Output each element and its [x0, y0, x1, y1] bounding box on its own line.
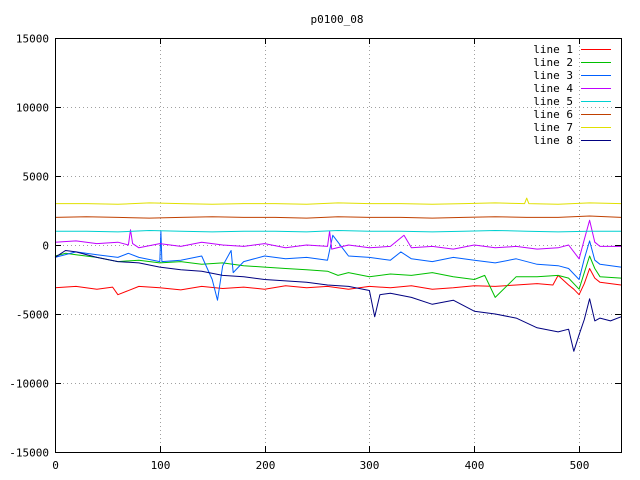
legend-label: line 7: [533, 121, 573, 134]
y-tick-label: 0: [42, 240, 49, 253]
series-line-7: [55, 197, 622, 205]
grid: [55, 38, 621, 452]
x-tick-label: 100: [151, 459, 171, 472]
y-tick-label: -15000: [9, 447, 49, 460]
y-tick-label: 10000: [16, 102, 49, 115]
series-line-6: [54, 215, 622, 219]
y-tick-label: -5000: [16, 309, 49, 322]
x-tick-label: 500: [570, 459, 590, 472]
series-line-5: [55, 230, 621, 233]
legend-label: line 2: [533, 56, 573, 69]
series-line-4: [54, 219, 621, 260]
series-line-3: [54, 230, 622, 301]
legend-label: line 8: [533, 134, 573, 147]
legend-label: line 3: [533, 69, 573, 82]
x-tick-label: 200: [256, 459, 276, 472]
y-tick-label: 15000: [16, 33, 49, 46]
y-tick-label: -10000: [9, 378, 49, 391]
x-tick-label: 400: [465, 459, 485, 472]
series-line-8: [54, 250, 622, 352]
series-layer: [54, 197, 622, 352]
legend-label: line 5: [533, 95, 573, 108]
y-tick-label: 5000: [23, 171, 50, 184]
x-tick-label: 0: [52, 459, 59, 472]
legend-label: line 4: [533, 82, 573, 95]
axis-ticks: 0 100 200 300 400 500 15000 10000 5000 0 -5000 -100…: [9, 33, 621, 472]
x-tick-label: 300: [360, 459, 380, 472]
series-line-2: [54, 252, 622, 298]
chart-title: p0100_08: [311, 13, 364, 26]
series-line-1: [54, 268, 622, 296]
legend-label: line 1: [533, 43, 573, 56]
legend-label: line 6: [533, 108, 573, 121]
